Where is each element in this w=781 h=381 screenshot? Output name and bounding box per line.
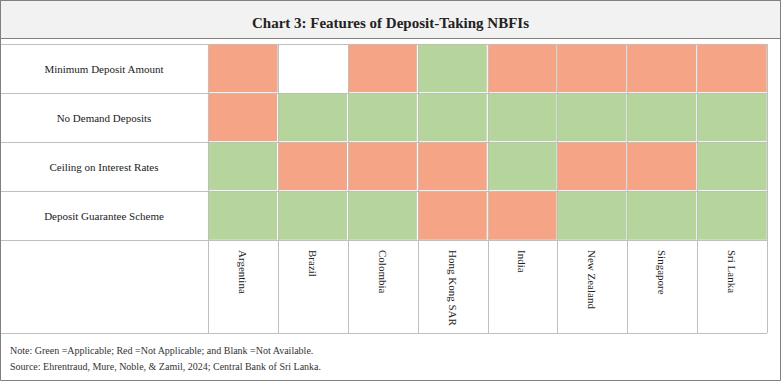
svg-text:Sri Lanka: Sri Lanka xyxy=(726,250,738,293)
svg-text:Brazil: Brazil xyxy=(307,250,319,277)
svg-text:Minimum Deposit Amount: Minimum Deposit Amount xyxy=(44,63,163,75)
svg-text:Note: Green =Applicable; Red =: Note: Green =Applicable; Red =Not Applic… xyxy=(10,345,313,356)
svg-text:Argentina: Argentina xyxy=(237,250,249,294)
svg-text:New Zealand: New Zealand xyxy=(586,250,598,309)
svg-text:Source: Ehrentraud, Mure, Nobl: Source: Ehrentraud, Mure, Noble, & Zamil… xyxy=(10,361,321,372)
svg-text:No Demand Deposits: No Demand Deposits xyxy=(57,112,152,124)
svg-text:Deposit Guarantee Scheme: Deposit Guarantee Scheme xyxy=(44,210,164,222)
svg-text:India: India xyxy=(516,250,528,273)
svg-text:Ceiling on Interest Rates: Ceiling on Interest Rates xyxy=(49,161,158,173)
svg-text:Hong Kong SAR: Hong Kong SAR xyxy=(447,250,459,326)
svg-text:Chart 3: Features of Deposit-T: Chart 3: Features of Deposit-Taking NBFI… xyxy=(252,15,529,31)
svg-text:Colombia: Colombia xyxy=(377,250,389,294)
svg-text:Singapore: Singapore xyxy=(656,250,668,295)
